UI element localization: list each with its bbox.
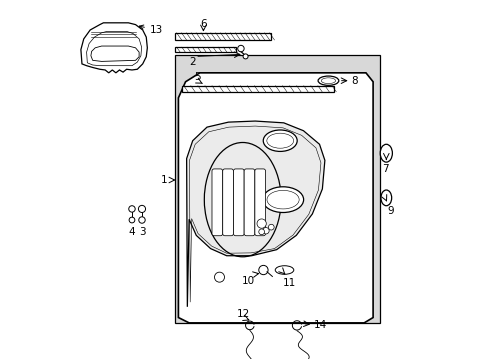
Text: 12: 12 bbox=[236, 309, 249, 319]
FancyBboxPatch shape bbox=[254, 169, 265, 236]
Ellipse shape bbox=[263, 130, 297, 152]
Polygon shape bbox=[81, 23, 147, 73]
Text: 5: 5 bbox=[194, 72, 200, 82]
Text: 3: 3 bbox=[139, 227, 145, 237]
FancyBboxPatch shape bbox=[233, 169, 244, 236]
Ellipse shape bbox=[262, 187, 303, 212]
Text: 1: 1 bbox=[161, 175, 167, 185]
Text: 6: 6 bbox=[200, 19, 206, 29]
Text: 10: 10 bbox=[242, 276, 255, 286]
Text: 14: 14 bbox=[313, 320, 327, 330]
Ellipse shape bbox=[380, 190, 391, 206]
Circle shape bbox=[214, 272, 224, 282]
Polygon shape bbox=[186, 121, 324, 307]
FancyBboxPatch shape bbox=[175, 55, 380, 323]
FancyBboxPatch shape bbox=[244, 169, 254, 236]
FancyBboxPatch shape bbox=[175, 47, 235, 53]
Text: 2: 2 bbox=[189, 58, 195, 67]
Text: 7: 7 bbox=[382, 164, 388, 174]
Circle shape bbox=[258, 265, 267, 275]
FancyBboxPatch shape bbox=[182, 86, 333, 92]
Text: 13: 13 bbox=[139, 25, 163, 35]
Text: 8: 8 bbox=[351, 76, 358, 86]
Circle shape bbox=[243, 54, 247, 59]
Text: 4: 4 bbox=[128, 227, 135, 237]
Text: 11: 11 bbox=[282, 278, 295, 288]
Circle shape bbox=[262, 228, 268, 234]
Circle shape bbox=[258, 229, 264, 235]
Circle shape bbox=[237, 45, 244, 52]
Polygon shape bbox=[178, 73, 372, 323]
Circle shape bbox=[128, 206, 135, 212]
Ellipse shape bbox=[317, 76, 338, 85]
Circle shape bbox=[257, 219, 266, 228]
Circle shape bbox=[129, 217, 135, 223]
Circle shape bbox=[138, 205, 145, 212]
Polygon shape bbox=[91, 46, 139, 62]
Ellipse shape bbox=[275, 266, 293, 274]
Text: 9: 9 bbox=[386, 206, 393, 216]
FancyBboxPatch shape bbox=[212, 169, 222, 236]
FancyBboxPatch shape bbox=[222, 169, 233, 236]
Circle shape bbox=[139, 217, 145, 223]
Circle shape bbox=[268, 224, 274, 230]
Ellipse shape bbox=[380, 144, 391, 162]
FancyBboxPatch shape bbox=[175, 33, 271, 40]
